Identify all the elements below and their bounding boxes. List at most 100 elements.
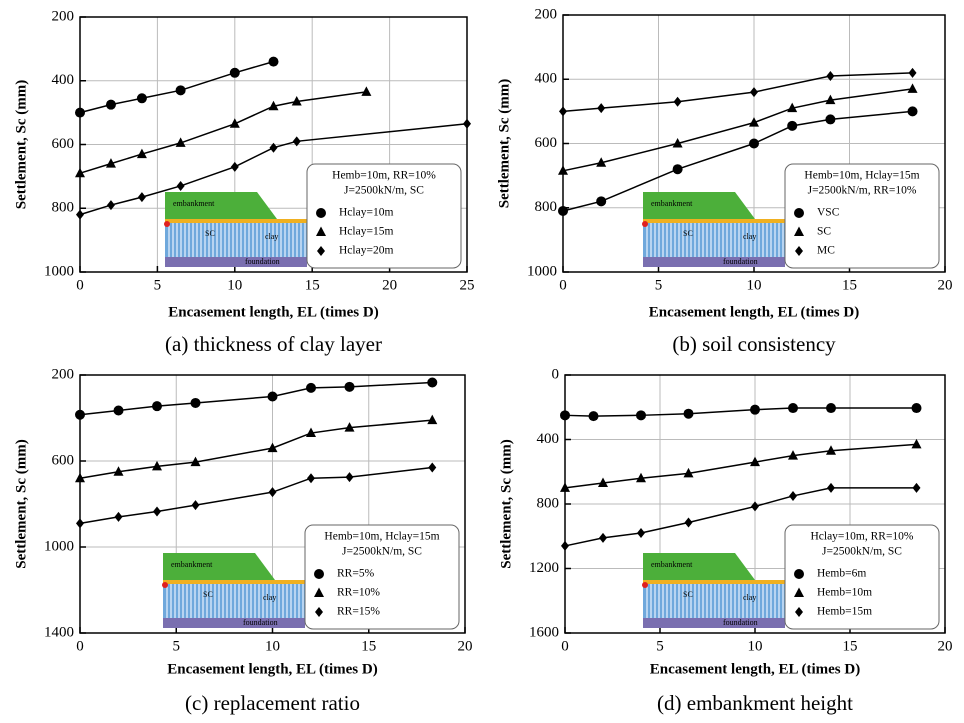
inset-clay: [643, 584, 785, 618]
inset-layer: [643, 219, 785, 223]
series-line: [79, 123, 468, 216]
series-line: [562, 72, 913, 113]
inset-label: foundation: [243, 618, 278, 627]
series-line: [79, 381, 433, 416]
inset-label: foundation: [723, 618, 758, 627]
x-axis-label: Encasement length, EL (times D): [167, 661, 377, 677]
legend-box: [784, 163, 940, 269]
inset-embankment: [643, 192, 755, 219]
x-tick-label: 0: [76, 277, 84, 293]
data-point: [191, 500, 200, 511]
legend-title: J=2500kN/m, SC: [342, 546, 422, 558]
legend-marker: [314, 569, 324, 579]
legend-label: SC: [817, 226, 831, 238]
data-point: [269, 142, 278, 153]
y-tick-label: 200: [52, 8, 75, 24]
data-point: [751, 501, 759, 512]
data-point: [673, 96, 682, 107]
inset-label: embankment: [173, 199, 215, 208]
legend-marker: [794, 226, 804, 236]
x-tick-label: 15: [361, 638, 376, 654]
data-point: [427, 377, 438, 388]
data-point: [672, 138, 683, 148]
y-tick-label: 600: [535, 135, 558, 151]
data-point: [267, 442, 278, 453]
inset-layer: [643, 580, 785, 584]
data-point: [176, 180, 185, 191]
data-point: [908, 67, 917, 78]
data-point: [152, 401, 162, 412]
x-tick-label: 10: [227, 277, 242, 293]
legend-label: RR=5%: [337, 568, 375, 580]
x-tick-label: 5: [656, 638, 664, 654]
legend-marker: [794, 208, 804, 218]
y-tick-label: 1600: [529, 624, 559, 640]
x-tick-label: 10: [748, 638, 763, 654]
data-point: [268, 100, 279, 111]
data-point: [827, 482, 835, 493]
inset-label: embankment: [171, 560, 213, 569]
inset-label: embankment: [651, 560, 693, 569]
x-axis-label: Encasement length, EL (times D): [168, 304, 378, 320]
inset-label: SC: [205, 229, 215, 238]
data-point: [599, 532, 607, 543]
legend-marker: [795, 607, 803, 617]
data-point: [788, 450, 798, 460]
plot-frame: [562, 14, 946, 273]
x-tick-label: 25: [460, 277, 475, 293]
data-point: [291, 95, 302, 106]
data-point: [825, 114, 836, 125]
y-tick-label: 200: [535, 6, 558, 22]
inset-label: foundation: [723, 257, 758, 266]
legend-title: J=2500kN/m, SC: [344, 185, 424, 197]
y-axis-label: Settlement, Sc (mm): [13, 80, 29, 210]
data-point: [137, 192, 146, 203]
inset-label: SC: [683, 590, 693, 599]
data-point: [825, 94, 836, 105]
x-tick-label: 15: [843, 638, 858, 654]
y-axis-label: Settlement, Sc (mm): [13, 439, 29, 569]
inset-diagram: embankment SC clay foundation: [164, 192, 307, 267]
inset-foundation: [163, 618, 305, 628]
series-line: [564, 407, 917, 417]
y-tick-label: 800: [535, 199, 558, 215]
x-tick-label: 0: [559, 277, 567, 293]
legend-marker: [314, 587, 324, 597]
data-point: [789, 490, 797, 501]
data-point: [229, 67, 240, 78]
data-point: [427, 414, 438, 425]
legend-label: Hemb=15m: [817, 606, 872, 618]
inset-diagram: embankment SC clay foundation: [162, 553, 305, 628]
data-point: [230, 161, 239, 172]
data-point: [175, 137, 186, 147]
data-point: [912, 482, 921, 493]
data-point: [684, 517, 693, 528]
data-point: [175, 85, 186, 96]
y-tick-label: 400: [537, 431, 560, 447]
legend-box: [306, 163, 462, 269]
inset-label: embankment: [651, 199, 693, 208]
data-point: [911, 438, 922, 449]
data-point: [136, 93, 147, 104]
data-point: [907, 106, 918, 117]
inset-embankment: [163, 553, 275, 580]
inset-load: [162, 582, 168, 588]
data-point: [105, 99, 116, 110]
data-point: [787, 102, 798, 113]
data-point: [268, 487, 277, 498]
inset-load: [164, 221, 170, 227]
inset-label: clay: [743, 232, 756, 241]
y-tick-label: 0: [552, 366, 560, 382]
inset-label: clay: [743, 593, 756, 602]
inset-layer: [163, 580, 305, 584]
data-point: [683, 467, 694, 478]
data-point: [306, 427, 316, 438]
legend-marker: [316, 226, 326, 236]
data-point: [597, 103, 606, 114]
legend-box: [784, 524, 940, 630]
data-point: [344, 422, 355, 432]
data-point: [826, 445, 836, 455]
y-tick-label: 800: [52, 200, 75, 216]
legend-label: Hemb=6m: [817, 568, 866, 580]
data-point: [190, 397, 201, 408]
